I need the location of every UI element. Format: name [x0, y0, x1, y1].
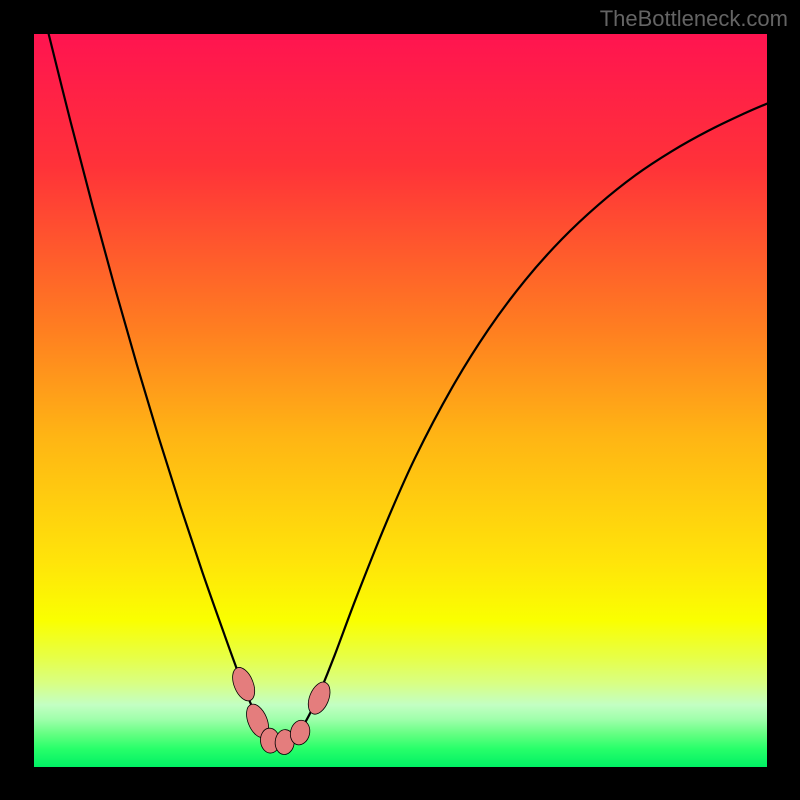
curve-marker: [228, 664, 259, 704]
plot-area: [34, 34, 767, 767]
bottleneck-curve: [49, 34, 767, 742]
watermark-text: TheBottleneck.com: [600, 6, 788, 32]
chart-svg: [34, 34, 767, 767]
outer-frame: TheBottleneck.com: [0, 0, 800, 800]
curve-markers: [228, 664, 334, 755]
curve-marker: [304, 679, 334, 717]
